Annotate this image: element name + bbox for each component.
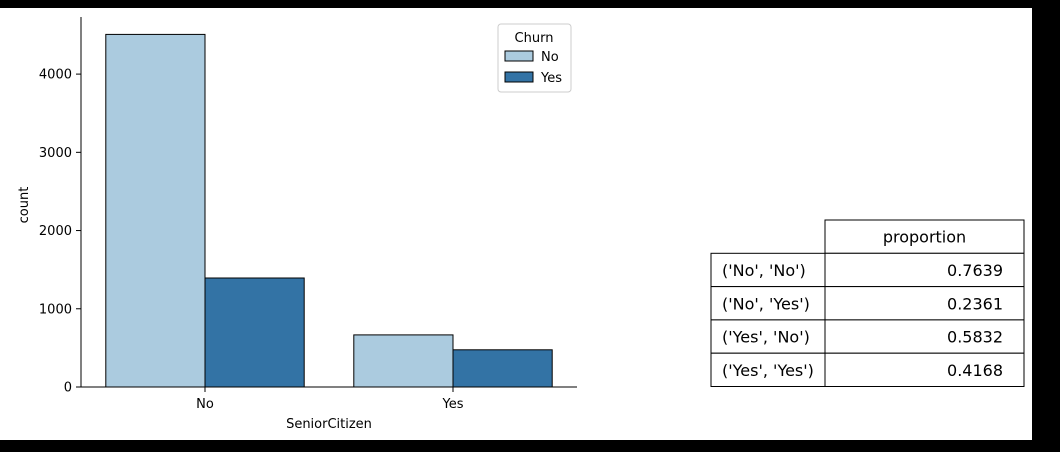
table-row-value: 0.2361	[947, 294, 1003, 313]
y-tick-label: 4000	[39, 68, 72, 83]
table-row-value-cell	[824, 252, 1025, 288]
table-row-label: ('Yes', 'Yes')	[722, 361, 814, 380]
table-row-value: 0.7639	[947, 261, 1003, 280]
bar-yes-yes	[452, 349, 553, 388]
y-tick-label: 1000	[39, 302, 72, 317]
table-row-label: ('Yes', 'No')	[722, 328, 810, 347]
table-row-value-cell	[824, 286, 1025, 321]
bars	[105, 33, 553, 388]
legend-label-yes: Yes	[540, 71, 562, 86]
table-row-value-cell	[824, 352, 1025, 388]
table-row-label: ('No', 'No')	[722, 261, 806, 280]
table-row-label: ('No', 'Yes')	[722, 294, 810, 313]
proportion-table: proportion ('No', 'No') 0.7639 ('No', 'Yes'…	[710, 219, 1025, 388]
table-row-label-cell	[710, 352, 826, 388]
legend-swatch-yes	[504, 71, 534, 83]
table-row-value: 0.5832	[947, 328, 1003, 347]
bar-no-no	[105, 33, 206, 388]
y-tick-label: 3000	[39, 146, 72, 161]
x-ticks: No Yes	[196, 387, 464, 412]
legend-swatch-no	[504, 50, 534, 62]
table-row-label-cell	[710, 286, 826, 321]
legend-title: Churn	[515, 31, 554, 46]
table-header-proportion: proportion	[883, 228, 966, 247]
table-row-label-cell	[710, 252, 826, 288]
y-axis-label: count	[17, 187, 32, 224]
table-row-value: 0.4168	[947, 361, 1003, 380]
y-tick-label: 0	[64, 381, 72, 396]
y-tick-label: 2000	[39, 224, 72, 239]
table-row-value-cell	[824, 319, 1025, 354]
y-ticks: 0 1000 2000 3000 4000	[39, 68, 81, 396]
x-axis-label: SeniorCitizen	[286, 417, 372, 432]
legend: Churn No Yes	[497, 23, 572, 93]
table-row-label-cell	[710, 319, 826, 354]
table-header-cell	[824, 219, 1025, 254]
legend-label-no: No	[541, 50, 559, 65]
bar-yes-no	[204, 277, 305, 388]
x-tick-label: Yes	[442, 397, 464, 412]
bar-no-yes	[353, 334, 454, 388]
bar-chart: 0 1000 2000 3000 4000 No Yes SeniorCitizen co…	[17, 17, 577, 432]
x-tick-label: No	[196, 397, 214, 412]
